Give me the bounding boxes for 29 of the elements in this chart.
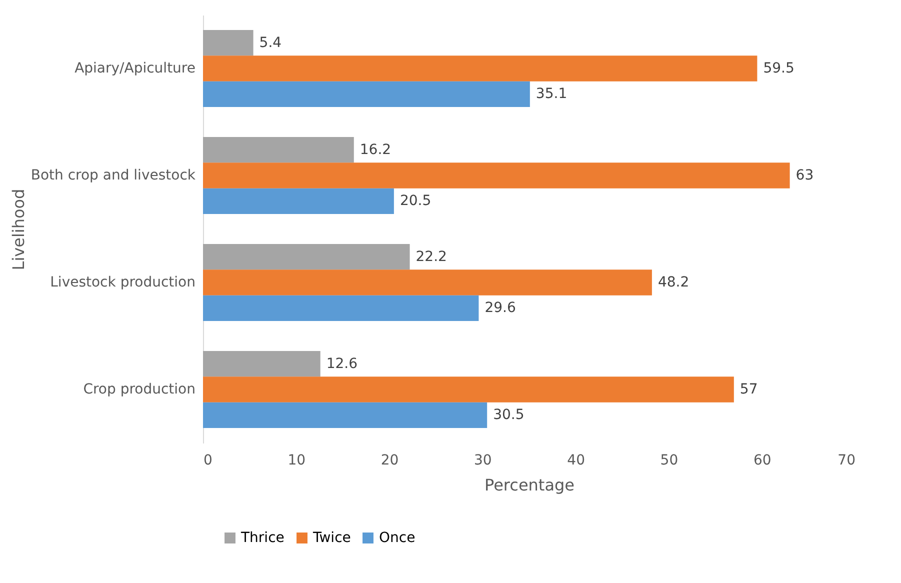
x-tick-label: 30	[474, 452, 492, 468]
legend-label: Thrice	[240, 530, 284, 546]
data-label: 59.5	[763, 60, 794, 76]
data-label: 30.5	[493, 407, 524, 424]
data-label: 48.2	[658, 274, 690, 290]
x-tick-label: 70	[838, 452, 856, 468]
data-label: 57	[740, 382, 758, 398]
data-label: 20.5	[400, 193, 432, 210]
data-label: 35.1	[536, 86, 568, 102]
x-tick-label: 40	[567, 452, 585, 468]
y-tick-label: Both crop and livestock	[30, 168, 196, 184]
x-axis-title: Percentage	[484, 476, 575, 494]
legend-label: Twice	[312, 530, 351, 546]
data-label: 12.6	[326, 356, 358, 372]
x-tick-label: 20	[380, 452, 399, 468]
data-label: 63	[796, 168, 814, 184]
data-label: 5.4	[259, 34, 282, 51]
y-tick-label: Livestock production	[50, 274, 196, 290]
data-label: 22.2	[416, 248, 447, 265]
y-axis-title: Livelihood	[8, 188, 28, 270]
x-tick-label: 10	[288, 452, 306, 468]
data-label: 16.2	[360, 142, 392, 158]
x-tick-label: 60	[753, 452, 772, 468]
x-tick-label: 0	[204, 452, 212, 468]
data-label: 29.6	[484, 300, 516, 316]
x-tick-label: 50	[660, 452, 678, 468]
y-tick-label: Crop production	[83, 382, 196, 398]
y-tick-label: Apiary/Apiculture	[74, 60, 196, 76]
legend-label: Once	[379, 530, 416, 546]
